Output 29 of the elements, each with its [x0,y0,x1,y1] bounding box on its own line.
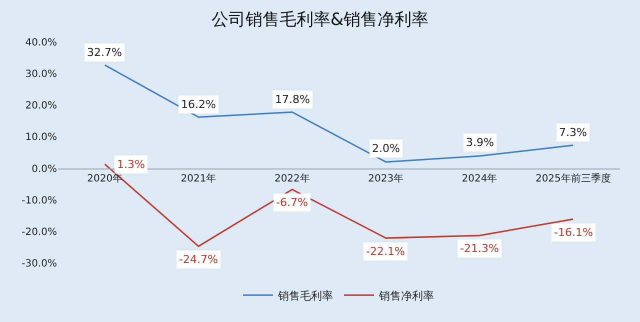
y-tick-label: 10.0% [25,132,57,144]
data-label: -6.7% [276,196,308,209]
data-label: -24.7% [179,253,218,266]
y-tick-label: 0.0% [32,164,57,175]
data-label: 3.9% [466,136,494,149]
x-tick-label: 2021年 [180,172,216,184]
data-label: -21.3% [460,242,499,255]
y-tick-label: 40.0% [25,38,57,48]
data-label: -16.1% [554,226,593,239]
chart-title: 公司销售毛利率&销售净利率 [211,10,429,30]
data-label: -22.1% [366,245,405,258]
data-label: 16.2% [181,98,216,111]
data-label: 1.3% [117,158,145,171]
x-tick-label: 2025年前三季度 [535,172,611,184]
data-label: 7.3% [559,126,587,139]
x-tick-label: 2023年 [368,172,404,184]
y-tick-label: -10.0% [22,195,57,206]
y-tick-label: 30.0% [25,69,57,80]
y-tick-label: -30.0% [22,258,57,270]
data-label: 32.7% [87,46,122,59]
x-tick-label: 2020年 [87,172,123,184]
y-tick-label: -20.0% [22,226,57,238]
data-label: 17.8% [275,93,310,106]
x-tick-label: 2022年 [274,172,310,184]
legend-label: 销售净利率 [378,289,434,302]
y-tick-label: 20.0% [25,100,57,112]
data-label: 2.0% [372,142,400,155]
x-tick-label: 2024年 [462,172,498,184]
legend-label: 销售毛利率 [277,289,333,302]
